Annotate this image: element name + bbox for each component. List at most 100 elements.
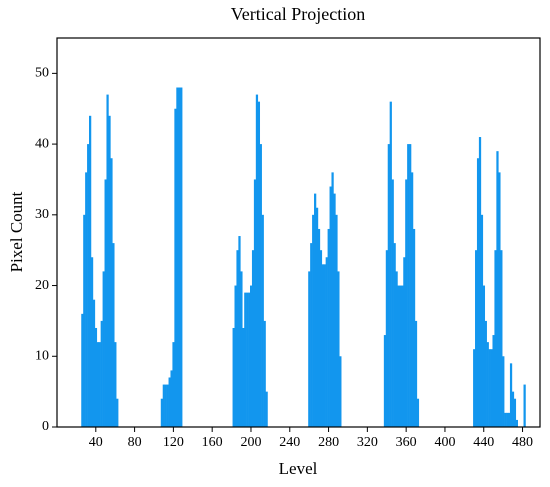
bar	[85, 172, 88, 427]
bar	[166, 384, 169, 427]
bar	[393, 243, 396, 427]
bar	[96, 342, 100, 427]
bar	[242, 327, 245, 427]
bar	[333, 193, 336, 427]
bar	[403, 257, 406, 427]
bar	[255, 94, 259, 427]
bar	[383, 335, 387, 427]
bar	[337, 271, 340, 427]
bar	[496, 151, 499, 427]
x-tick-label: 40	[89, 435, 103, 450]
bar	[90, 257, 94, 427]
bar	[164, 384, 167, 427]
bar	[321, 264, 325, 427]
bar	[94, 327, 98, 427]
x-tick-label: 440	[473, 435, 494, 450]
y-axis-title: Pixel Count	[7, 191, 26, 272]
bar	[395, 271, 398, 427]
bar	[160, 398, 164, 427]
bar	[323, 264, 326, 427]
bar	[108, 115, 111, 428]
bar	[411, 172, 414, 427]
bar	[409, 144, 412, 427]
bar	[112, 243, 115, 427]
bar	[180, 87, 183, 427]
bar	[405, 179, 408, 427]
x-tick-label: 280	[318, 435, 339, 450]
bar	[81, 313, 84, 427]
y-tick-label: 20	[35, 278, 49, 293]
bar	[506, 412, 509, 427]
bar	[511, 391, 515, 427]
bar	[261, 214, 264, 427]
bar	[509, 363, 513, 427]
bar	[246, 292, 249, 427]
bar	[265, 391, 268, 427]
bar	[498, 172, 501, 427]
y-tick-label: 0	[42, 419, 49, 434]
y-tick-label: 50	[35, 66, 49, 81]
x-tick-label: 240	[279, 435, 300, 450]
bar	[523, 384, 526, 427]
bar	[504, 412, 507, 427]
bar	[92, 299, 96, 427]
bar	[257, 101, 261, 428]
bar	[102, 271, 105, 427]
bar	[385, 250, 389, 427]
bar	[312, 214, 315, 427]
bar	[327, 228, 330, 427]
x-tick-label: 200	[240, 435, 261, 450]
x-tick-label: 480	[512, 435, 533, 450]
bar	[178, 87, 181, 427]
bar	[484, 320, 487, 427]
bar	[339, 356, 342, 427]
bar	[488, 349, 491, 427]
bar	[240, 271, 243, 427]
bar	[482, 285, 486, 427]
x-tick-label: 160	[202, 435, 223, 450]
bar	[259, 144, 262, 427]
bar	[389, 101, 392, 428]
bar	[414, 320, 418, 427]
bar	[244, 292, 247, 427]
bar	[104, 179, 107, 427]
bar	[500, 250, 503, 427]
bar	[234, 285, 237, 427]
bar	[253, 179, 257, 427]
y-tick-label: 10	[35, 348, 49, 363]
bar	[236, 250, 239, 427]
bar	[83, 214, 86, 427]
bar	[162, 384, 165, 427]
y-tick-label: 30	[35, 207, 49, 222]
x-tick-label: 400	[434, 435, 455, 450]
bar	[494, 250, 497, 427]
bar	[513, 398, 517, 427]
bar	[387, 144, 390, 427]
x-tick-label: 120	[163, 435, 184, 450]
bar	[106, 94, 109, 427]
bar	[515, 419, 518, 427]
y-tick-label: 40	[35, 136, 49, 151]
bar	[98, 342, 101, 427]
bar	[407, 144, 410, 427]
bar	[397, 285, 400, 427]
bar	[486, 342, 489, 427]
x-axis-title: Level	[279, 459, 318, 478]
plot-frame	[56, 37, 541, 428]
bar	[329, 186, 332, 427]
bar	[168, 377, 171, 427]
bar	[490, 349, 493, 427]
bar	[172, 342, 175, 427]
bar	[263, 320, 266, 427]
bar	[310, 243, 313, 427]
bar	[315, 207, 319, 427]
bar	[317, 228, 321, 427]
x-tick-label: 320	[357, 435, 378, 450]
bar	[478, 137, 482, 427]
bar	[250, 285, 253, 427]
bar	[399, 285, 402, 427]
chart-title: Vertical Projection	[231, 4, 365, 24]
x-tick-label: 80	[128, 435, 142, 450]
